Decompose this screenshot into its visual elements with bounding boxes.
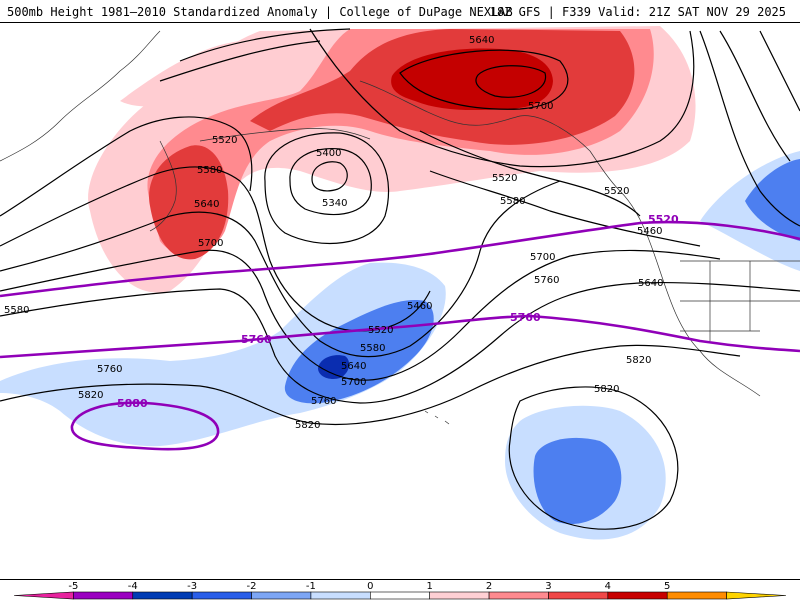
label-5460-east: 5460 bbox=[637, 226, 662, 237]
contour-5340 bbox=[311, 161, 348, 192]
label-5640-north: 5640 bbox=[469, 35, 494, 46]
colorbar-swatch bbox=[726, 591, 787, 600]
contour-5460 bbox=[264, 132, 390, 244]
colorbar-tick-label: 4 bbox=[605, 581, 611, 592]
contour-northeast-arcs bbox=[699, 30, 800, 227]
label-5700-mid: 5700 bbox=[530, 252, 555, 263]
colorbar-swatch bbox=[370, 591, 430, 600]
purple-5760-line bbox=[0, 314, 800, 359]
anomaly-minus2-northeast bbox=[745, 159, 800, 241]
anomaly-minus2-trough bbox=[284, 300, 434, 404]
map-title: 500mb Height 1981–2010 Standardized Anom… bbox=[7, 5, 513, 19]
contour-5820-south-ring bbox=[508, 386, 679, 530]
colorbar-swatch bbox=[251, 591, 312, 600]
colorbar-swatches bbox=[13, 591, 787, 600]
label-5520-trough: 5520 bbox=[368, 325, 393, 336]
geography-lines bbox=[0, 30, 800, 425]
colorbar-tick-label: -4 bbox=[128, 581, 138, 592]
label-purple-5760-west: 5760 bbox=[241, 333, 272, 346]
label-5760-west: 5760 bbox=[97, 364, 122, 375]
anomaly-plus4-region bbox=[391, 48, 553, 111]
contour-5580-north bbox=[159, 40, 701, 247]
label-purple-5880: 5880 bbox=[117, 397, 148, 410]
label-5820-east: 5820 bbox=[626, 355, 651, 366]
colorbar-swatch bbox=[13, 591, 74, 600]
label-5580-far-west: 5580 bbox=[4, 305, 29, 316]
label-5640-west: 5640 bbox=[194, 199, 219, 210]
colorbar-swatch bbox=[488, 591, 549, 600]
contour-5520-north bbox=[179, 28, 641, 217]
colorbar-tick-label: 1 bbox=[427, 581, 433, 592]
contour-5400 bbox=[289, 147, 372, 216]
alaska-peninsula bbox=[359, 80, 621, 192]
state-borders bbox=[680, 260, 800, 341]
label-5700-west: 5700 bbox=[198, 238, 223, 249]
anomaly-minus2-southern bbox=[533, 437, 622, 525]
colorbar-tick-label: -5 bbox=[68, 581, 78, 592]
colorbar-swatch bbox=[132, 591, 193, 600]
map-panel: 5400 5340 5640 5700 5520 5580 5640 5700 … bbox=[0, 22, 800, 580]
reference-contour-labels: 5520 5760 5760 5880 bbox=[117, 213, 679, 410]
colorbar-swatch bbox=[191, 591, 252, 600]
label-5340: 5340 bbox=[322, 198, 347, 209]
label-5520-mid: 5520 bbox=[492, 173, 517, 184]
anomaly-colorbar: -5 -4 -3 -2 -1 0 1 2 3 4 5 bbox=[13, 581, 787, 600]
colorbar-swatch bbox=[310, 591, 371, 600]
contour-5820-west bbox=[0, 344, 741, 426]
label-5760-trough: 5760 bbox=[311, 396, 336, 407]
anomaly-minus3-core bbox=[318, 355, 350, 379]
label-5640-trough: 5640 bbox=[341, 361, 366, 372]
chart-header: 500mb Height 1981–2010 Standardized Anom… bbox=[0, 0, 800, 22]
negative-anomaly-shading bbox=[0, 151, 800, 540]
asia-coastline bbox=[0, 30, 161, 162]
label-5520-west: 5520 bbox=[212, 135, 237, 146]
label-5820-mid: 5820 bbox=[295, 420, 320, 431]
contour-north-arcs bbox=[309, 28, 695, 168]
colorbar-tick-label: -2 bbox=[247, 581, 257, 592]
colorbar-ticks: -5 -4 -3 -2 -1 0 1 2 3 4 5 bbox=[68, 581, 670, 592]
label-5520-east: 5520 bbox=[604, 186, 629, 197]
north-america-coast bbox=[619, 190, 761, 397]
model-valid-time: 18Z GFS | F339 Valid: 21Z SAT NOV 29 202… bbox=[489, 5, 786, 19]
colorbar-swatch bbox=[607, 591, 668, 600]
height-contours bbox=[0, 28, 800, 530]
label-5760-mid: 5760 bbox=[534, 275, 559, 286]
label-5820-south: 5820 bbox=[594, 384, 619, 395]
hawaii-islands bbox=[424, 410, 450, 425]
purple-5880-ring bbox=[70, 401, 220, 451]
contour-5520-west bbox=[0, 116, 253, 217]
label-5640-east: 5640 bbox=[638, 278, 663, 289]
label-5400: 5400 bbox=[316, 148, 341, 159]
label-purple-5520: 5520 bbox=[648, 213, 679, 226]
label-purple-5760-east: 5760 bbox=[510, 311, 541, 324]
colorbar-swatch bbox=[666, 591, 727, 600]
reference-contours bbox=[0, 220, 800, 451]
colorbar-tick-label: 3 bbox=[545, 581, 551, 592]
colorbar-swatch bbox=[73, 591, 134, 600]
label-5580-mid: 5580 bbox=[500, 196, 525, 207]
anomaly-map: 5400 5340 5640 5700 5520 5580 5640 5700 … bbox=[0, 23, 800, 579]
colorbar-swatch bbox=[429, 591, 490, 600]
colorbar-tick-label: -1 bbox=[306, 581, 316, 592]
label-5700-north: 5700 bbox=[528, 101, 553, 112]
colorbar-tick-label: 0 bbox=[367, 581, 373, 592]
contour-5760-west bbox=[0, 281, 800, 404]
contour-5700-north-ring bbox=[475, 65, 547, 98]
aleutian-chain bbox=[199, 128, 371, 142]
contour-5700-west bbox=[0, 249, 721, 381]
label-5580-trough: 5580 bbox=[360, 343, 385, 354]
purple-5520-line bbox=[0, 220, 800, 298]
label-5580-west: 5580 bbox=[197, 165, 222, 176]
label-5820-west: 5820 bbox=[78, 390, 103, 401]
colorbar-tick-label: 2 bbox=[486, 581, 492, 592]
colorbar-tick-label: -3 bbox=[187, 581, 197, 592]
colorbar-tick-label: 5 bbox=[664, 581, 670, 592]
colorbar-swatch bbox=[548, 591, 609, 600]
label-5700-trough: 5700 bbox=[341, 377, 366, 388]
label-5460-trough: 5460 bbox=[407, 301, 432, 312]
contour-5640-north-ring bbox=[399, 49, 569, 110]
contour-labels: 5400 5340 5640 5700 5520 5580 5640 5700 … bbox=[4, 35, 663, 431]
kamchatka-coast bbox=[149, 140, 177, 232]
